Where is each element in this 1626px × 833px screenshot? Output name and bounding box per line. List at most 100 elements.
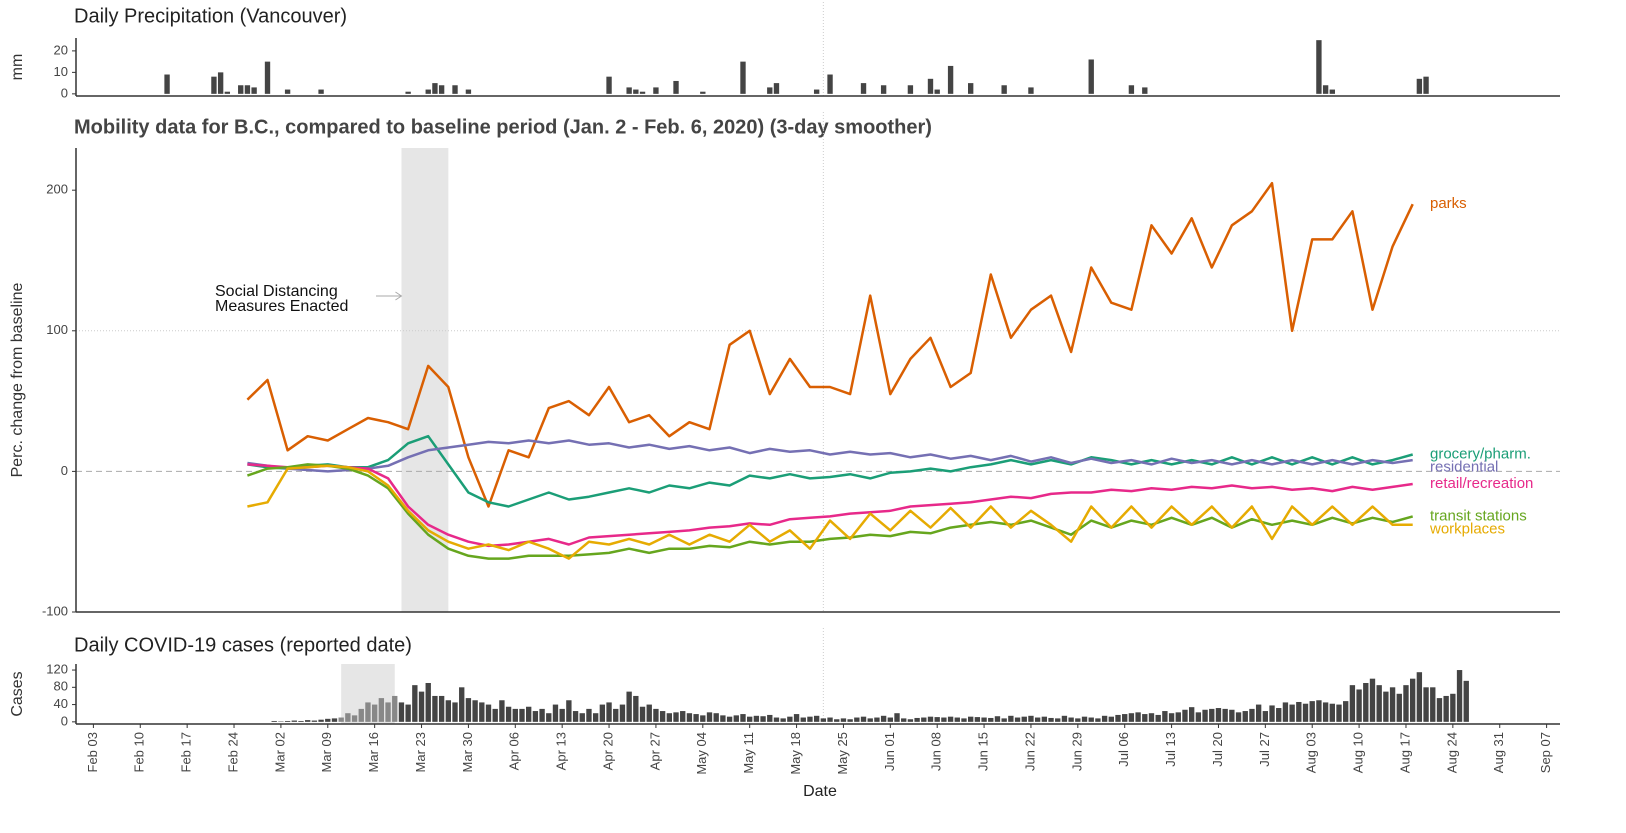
bar (1122, 714, 1128, 722)
bar (351, 715, 358, 722)
line (246, 181, 1414, 508)
bar (941, 717, 947, 722)
series-label: workplaces (1429, 520, 1505, 537)
bar (425, 682, 431, 722)
bar (284, 89, 291, 94)
bar (251, 87, 257, 94)
bar (438, 695, 445, 722)
bar (465, 89, 472, 94)
bar (438, 85, 445, 94)
bar (1443, 695, 1449, 722)
bar (1416, 78, 1423, 94)
bar (834, 719, 840, 722)
line (247, 463, 1413, 548)
bar (284, 720, 291, 722)
bar (947, 65, 954, 94)
bar (1416, 672, 1423, 722)
bar (693, 714, 699, 722)
bar (606, 702, 612, 722)
series-label: retail/recreation (1430, 475, 1533, 492)
y-tick-label: 100 (46, 322, 68, 337)
bar (445, 700, 452, 722)
y-tick-label: 0 (61, 713, 68, 728)
bar (787, 716, 793, 722)
bar (673, 712, 679, 722)
bar (827, 74, 833, 94)
x-tick-label: Feb 10 (132, 732, 147, 772)
bar (1162, 711, 1168, 722)
y-tick-label: -100 (42, 603, 68, 618)
x-tick-label: Jul 06 (1116, 732, 1131, 767)
bar (793, 714, 800, 722)
x-tick-label: Aug 03 (1304, 732, 1319, 773)
bar (633, 695, 639, 722)
bar (847, 719, 853, 722)
bar (432, 83, 438, 94)
bar (1088, 59, 1094, 94)
x-tick-label: Apr 06 (507, 732, 522, 770)
chart-title: Daily Precipitation (Vancouver) (74, 5, 347, 27)
bar (994, 716, 1001, 722)
bar (305, 720, 311, 722)
bar (238, 85, 244, 94)
bar (606, 76, 612, 94)
bar (519, 708, 525, 722)
bar (1168, 713, 1175, 722)
annotation-arrowhead (395, 291, 403, 301)
bar (1463, 680, 1469, 722)
bar (1423, 76, 1429, 94)
x-tick-label: Jun 01 (882, 732, 897, 771)
bar (325, 718, 331, 722)
bar (1175, 712, 1181, 722)
bar (1108, 716, 1114, 722)
bar (1322, 702, 1329, 722)
bar (1008, 715, 1014, 722)
y-axis-title: Perc. change from baseline (9, 283, 26, 478)
bar (485, 704, 492, 722)
bar (914, 717, 920, 722)
bar (1309, 701, 1315, 722)
bar (680, 711, 686, 722)
x-tick-label: Mar 23 (413, 732, 428, 772)
bar (974, 717, 981, 722)
bar (813, 89, 820, 94)
line (247, 439, 1413, 473)
bar (1195, 712, 1202, 722)
x-tick-label: Feb 17 (179, 732, 194, 772)
annotation: Social Distancing (215, 283, 338, 300)
bar (311, 720, 318, 722)
bar (800, 717, 806, 722)
bar (405, 704, 411, 722)
x-tick-label: Jun 08 (929, 732, 944, 771)
x-tick-label: Mar 16 (366, 732, 381, 772)
bar (907, 85, 914, 94)
bar (773, 717, 780, 722)
y-tick-label: 200 (46, 182, 68, 197)
bar (164, 74, 170, 94)
bar (318, 89, 324, 94)
bar (1101, 715, 1108, 722)
x-tick-label: Jul 20 (1210, 732, 1225, 767)
bar (927, 716, 934, 722)
bar (988, 717, 994, 722)
x-tick-label: Jul 13 (1163, 732, 1178, 767)
bar (767, 87, 773, 94)
bar (1182, 709, 1188, 722)
bar (1061, 715, 1068, 722)
bar (1262, 711, 1269, 722)
line (247, 464, 1413, 560)
bar (700, 91, 706, 94)
bar (773, 83, 780, 94)
bar (1450, 693, 1456, 722)
bar (552, 704, 559, 722)
bar (753, 715, 760, 722)
bar (626, 87, 632, 94)
bar (479, 702, 485, 722)
y-tick-label: 0 (61, 85, 68, 100)
x-tick-label: Aug 10 (1351, 732, 1366, 773)
bar (927, 78, 934, 94)
bar (1242, 711, 1248, 722)
bar (1135, 712, 1141, 722)
bar (1215, 708, 1222, 722)
annotation: Measures Enacted (215, 298, 348, 315)
